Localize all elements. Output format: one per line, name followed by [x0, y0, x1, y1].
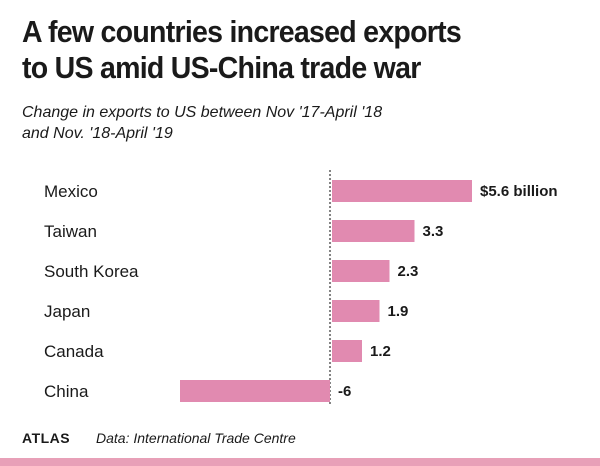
- chart-subtitle: Change in exports to US between Nov '17-…: [22, 102, 582, 144]
- chart-title: A few countries increased exports to US …: [22, 14, 546, 86]
- bar-chart: Mexico $5.6 billion Taiwan 3.3 South Korea 2.…: [44, 170, 558, 406]
- value-label: 2.3: [398, 263, 419, 280]
- value-label: $5.6 billion: [480, 183, 558, 200]
- title-line-2: to US amid US-China trade war: [22, 50, 421, 85]
- bar: [332, 180, 472, 202]
- category-label: Canada: [44, 342, 104, 361]
- bottom-accent-rule: [0, 458, 600, 466]
- value-label: 1.9: [388, 303, 409, 320]
- category-label: Japan: [44, 302, 90, 321]
- bar: [332, 300, 380, 322]
- category-label: China: [44, 382, 89, 401]
- footer: ATLAS Data: International Trade Centre: [22, 430, 296, 446]
- subtitle-line-2: and Nov. '18-April '19: [22, 125, 173, 142]
- value-label: 3.3: [423, 223, 444, 240]
- source-note: Data: International Trade Centre: [96, 430, 296, 446]
- bar: [332, 340, 362, 362]
- category-label: Mexico: [44, 182, 98, 201]
- bar: [332, 220, 415, 242]
- title-line-1: A few countries increased exports: [22, 14, 462, 49]
- bar: [332, 260, 390, 282]
- category-label: South Korea: [44, 262, 139, 281]
- value-label: -6: [338, 383, 351, 400]
- subtitle-line-1: Change in exports to US between Nov '17-…: [22, 104, 383, 121]
- brand-label: ATLAS: [22, 430, 71, 446]
- category-label: Taiwan: [44, 222, 97, 241]
- bar: [180, 380, 330, 402]
- value-label: 1.2: [370, 343, 391, 360]
